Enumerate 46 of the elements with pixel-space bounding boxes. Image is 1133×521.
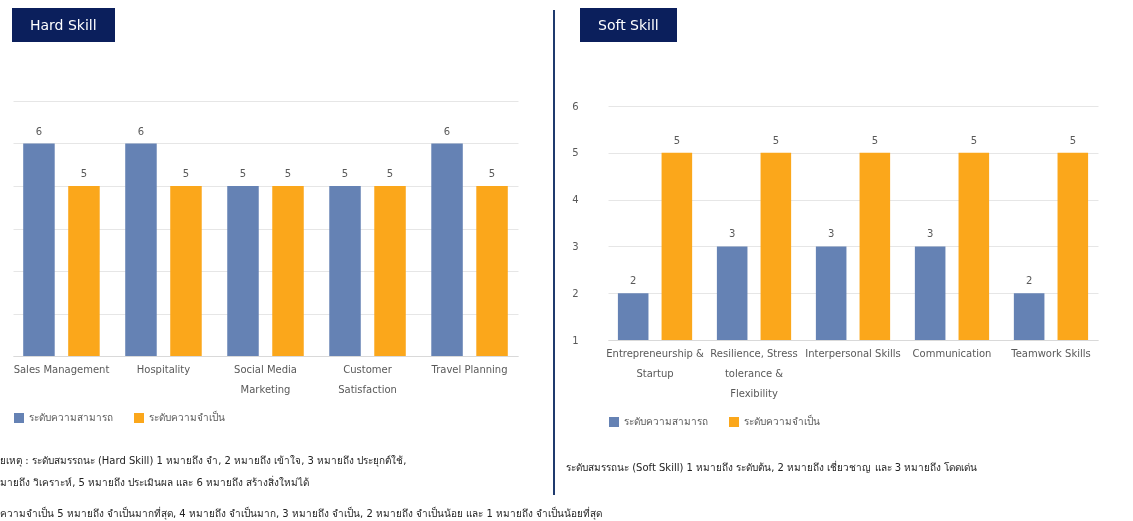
data-label: 5 bbox=[386, 168, 394, 179]
x-tick-label: Social Media Marketing bbox=[234, 363, 297, 395]
data-label: 5 bbox=[871, 134, 879, 146]
data-label: 6 bbox=[443, 125, 451, 137]
text: ยเหตุ : ระดับสมรรถนะ (Hard Skill) 1 หมายถึง จำ, 2 หมายถึง เข้าใจ, 3 หมายถึง ประยุกต์ใช้, bbox=[0, 454, 407, 469]
chart-title: Soft Skill bbox=[580, 8, 677, 42]
data-label: 5 bbox=[970, 134, 978, 146]
data-label: 5 bbox=[80, 168, 88, 179]
x-tick-label: Travel Planning bbox=[430, 363, 508, 375]
x-tick-label: Sales Management bbox=[13, 363, 110, 375]
y-tick-label: 6 bbox=[572, 100, 579, 112]
y-tick-label: 1 bbox=[572, 334, 579, 346]
legend-label: ระดับความจำเป็น bbox=[744, 414, 820, 427]
data-label: 2 bbox=[1025, 275, 1033, 287]
data-label: 5 bbox=[284, 168, 292, 179]
text: มายถึง วิเคราะห์, 5 หมายถึง ประเมินผล และ 6 หมายถึง สร้างสิ่งใหม่ได้ bbox=[0, 474, 310, 490]
x-tick-label: Teamwork Skills bbox=[1010, 347, 1091, 359]
x-tick-label: Hospitality bbox=[136, 363, 191, 375]
y-tick-label: 4 bbox=[572, 194, 579, 206]
legend-label: ระดับความจำเป็น bbox=[149, 410, 225, 423]
data-label: 5 bbox=[772, 134, 780, 146]
data-label: 3 bbox=[926, 228, 934, 240]
x-tick-label: Communication bbox=[912, 347, 992, 359]
y-tick-label: 3 bbox=[572, 240, 579, 252]
data-label: 6 bbox=[35, 125, 43, 137]
legend-label: ระดับความสามารถ bbox=[624, 416, 708, 427]
x-tick-label: Customer Satisfaction bbox=[338, 363, 397, 395]
data-label: 5 bbox=[488, 168, 496, 179]
x-tick-label: Interpersonal Skills bbox=[805, 347, 901, 359]
data-label: 5 bbox=[239, 168, 247, 179]
data-label: 3 bbox=[728, 228, 736, 240]
data-label: 5 bbox=[182, 168, 190, 179]
y-tick-label: 2 bbox=[572, 287, 579, 299]
chart-title: Hard Skill bbox=[12, 8, 115, 42]
data-label: 3 bbox=[827, 228, 835, 240]
x-tick-label: Entrepreneurship & Startup bbox=[606, 347, 705, 379]
data-label: 5 bbox=[341, 168, 349, 179]
data-label: 6 bbox=[137, 125, 145, 137]
data-label: 2 bbox=[630, 275, 637, 287]
data-label: 5 bbox=[673, 134, 681, 146]
data-label: 5 bbox=[1069, 134, 1076, 146]
text: ความจำเป็น 5 หมายถึง จำเป็นมากที่สุด, 4 หมายถึง จำเป็นมาก, 3 หมายถึง จำเป็น, 2 หมายถึง จำเป็นน้อย และ 1 หมายถึง จำเป็นน้อยที่สุด bbox=[0, 505, 603, 521]
x-tick-label: Resilience, Stress tolerance & Flexibility bbox=[710, 347, 798, 399]
text: ระดับสมรรถนะ (Soft Skill) 1 หมายถึง ระดับต้น, 2 หมายถึง เชี่ยวชาญ และ 3 หมายถึง โดดเด่น bbox=[566, 459, 978, 475]
legend-label: ระดับความสามารถ bbox=[29, 412, 113, 423]
y-tick-label: 5 bbox=[572, 147, 579, 159]
